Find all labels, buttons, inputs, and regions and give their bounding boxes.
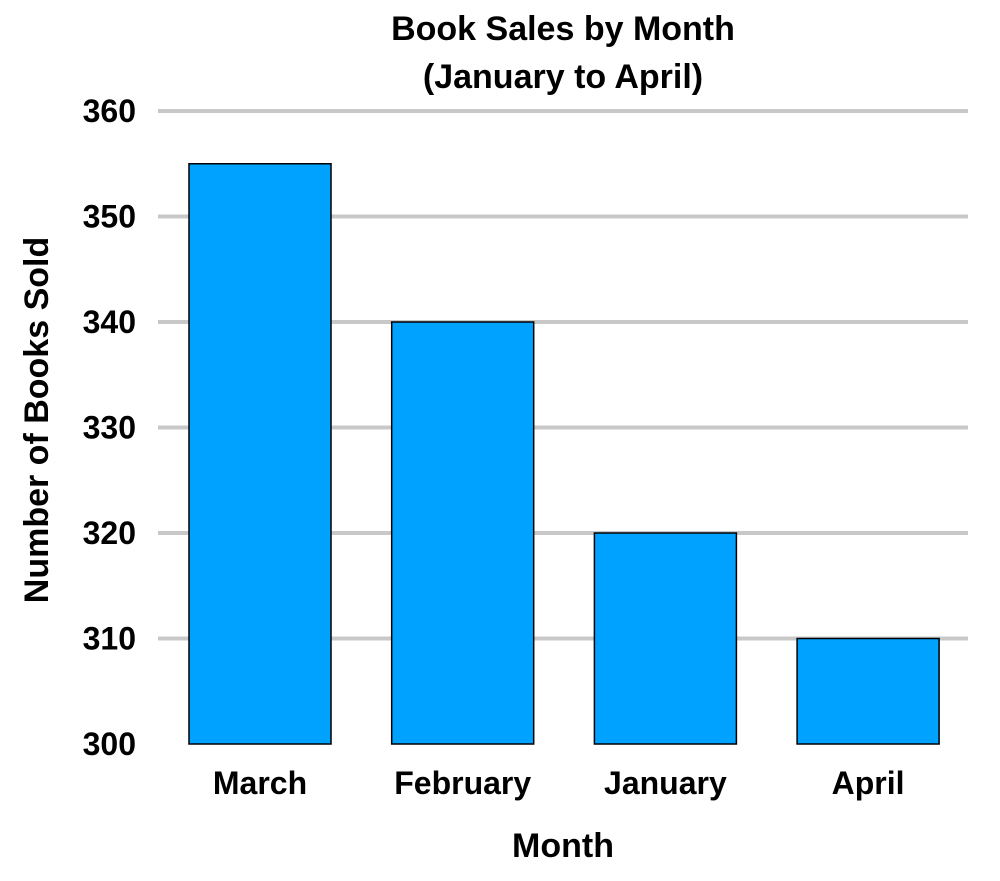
y-tick-labels: 300 310 320 330 340 350 360: [83, 93, 136, 762]
y-tick-label: 330: [83, 410, 136, 446]
x-tick-label: February: [394, 765, 531, 801]
x-tick-label: March: [213, 765, 307, 801]
y-tick-label: 340: [83, 304, 136, 340]
bar-april: [796, 637, 940, 745]
y-tick-label: 300: [83, 726, 136, 762]
bar-january: [593, 532, 738, 745]
bar-february: [390, 321, 535, 745]
x-tick-labels: March February January April: [213, 765, 905, 801]
x-tick-label: April: [832, 765, 905, 801]
x-axis-label: Month: [512, 827, 614, 865]
y-tick-label: 360: [83, 93, 136, 129]
bar-march: [188, 163, 332, 745]
y-tick-label: 350: [83, 199, 136, 235]
chart-subtitle: (January to April): [423, 58, 703, 96]
y-tick-label: 310: [83, 621, 136, 657]
chart-title: Book Sales by Month: [391, 10, 735, 48]
y-axis-label: Number of Books Sold: [18, 237, 56, 603]
bars: [188, 163, 940, 745]
x-tick-label: January: [604, 765, 727, 801]
y-tick-label: 320: [83, 515, 136, 551]
